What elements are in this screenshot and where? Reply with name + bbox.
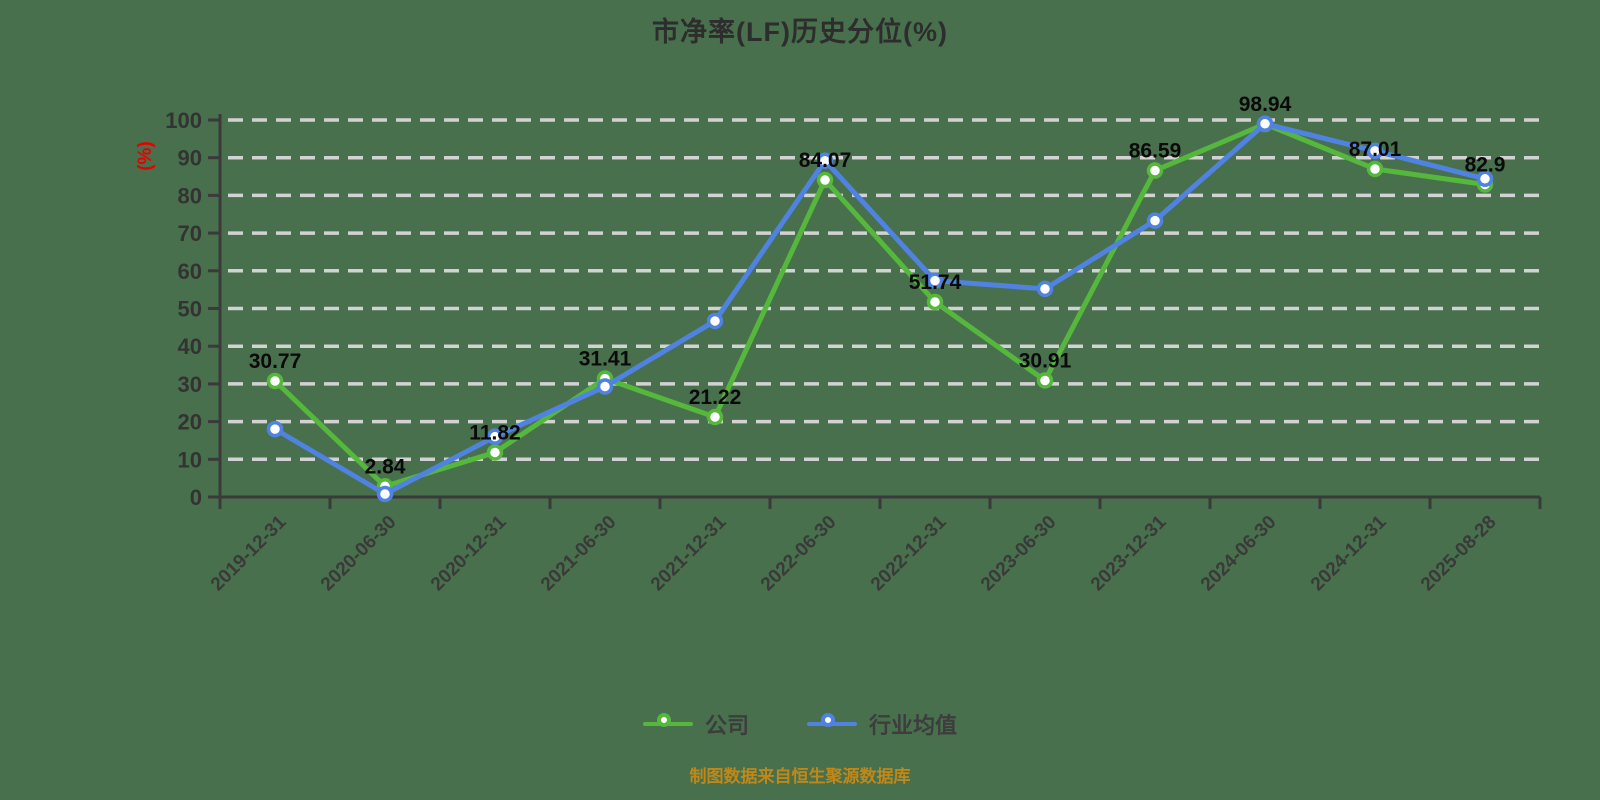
svg-text:2025-08-28: 2025-08-28 xyxy=(1417,512,1501,596)
data-source-note: 制图数据来自恒生聚源数据库 xyxy=(689,767,911,786)
svg-text:51.74: 51.74 xyxy=(909,271,962,294)
svg-text:100: 100 xyxy=(165,108,202,133)
svg-text:2023-06-30: 2023-06-30 xyxy=(977,512,1061,596)
svg-text:2021-12-31: 2021-12-31 xyxy=(647,511,731,595)
svg-text:84.07: 84.07 xyxy=(799,149,852,172)
industry-line-marker-icon xyxy=(807,711,857,737)
svg-text:2.84: 2.84 xyxy=(365,455,406,478)
company-line-marker-icon xyxy=(642,711,693,737)
chart-title: 市净率(LF)历史分位(%) xyxy=(652,17,948,47)
svg-text:87.01: 87.01 xyxy=(1349,138,1402,161)
legend: 公司 行业均值 xyxy=(0,708,1600,740)
svg-text:2024-12-31: 2024-12-31 xyxy=(1307,511,1391,595)
svg-text:70: 70 xyxy=(178,221,202,246)
svg-text:21.22: 21.22 xyxy=(689,386,742,409)
svg-text:0: 0 xyxy=(190,485,202,510)
svg-text:30.77: 30.77 xyxy=(249,350,302,373)
svg-text:10: 10 xyxy=(178,447,202,472)
svg-text:82.9: 82.9 xyxy=(1465,153,1506,176)
svg-text:2024-06-30: 2024-06-30 xyxy=(1197,512,1281,596)
svg-text:2020-06-30: 2020-06-30 xyxy=(317,512,401,596)
svg-text:2023-12-31: 2023-12-31 xyxy=(1087,511,1171,595)
svg-text:40: 40 xyxy=(178,334,202,359)
legend-item-industry-average[interactable]: 行业均值 xyxy=(807,708,957,740)
svg-text:(%): (%) xyxy=(135,141,156,171)
company-legend-ring-icon xyxy=(656,713,671,727)
svg-text:2019-12-31: 2019-12-31 xyxy=(207,511,291,595)
legend-label-company: 公司 xyxy=(704,713,749,738)
svg-text:31.41: 31.41 xyxy=(579,348,632,371)
svg-text:60: 60 xyxy=(178,259,202,284)
svg-text:98.94: 98.94 xyxy=(1239,93,1292,116)
svg-text:11.82: 11.82 xyxy=(469,421,520,444)
line-chart-plot: 0 10 20 30 40 50 60 70 80 90 100 (%) 2019-12-31 2020-… xyxy=(135,93,1542,596)
industry-legend-ring-icon xyxy=(821,713,835,727)
svg-text:30.91: 30.91 xyxy=(1019,349,1072,372)
svg-text:2022-12-31: 2022-12-31 xyxy=(867,511,951,595)
legend-item-company[interactable]: 公司 xyxy=(642,708,749,740)
svg-text:20: 20 xyxy=(178,410,202,435)
svg-text:30: 30 xyxy=(178,372,202,397)
svg-text:2022-06-30: 2022-06-30 xyxy=(757,512,841,596)
svg-text:50: 50 xyxy=(178,297,202,322)
svg-text:90: 90 xyxy=(178,146,202,171)
svg-text:2020-12-31: 2020-12-31 xyxy=(427,511,511,595)
svg-text:2021-06-30: 2021-06-30 xyxy=(537,512,621,596)
svg-text:86.59: 86.59 xyxy=(1129,140,1182,163)
legend-label-industry-average: 行业均值 xyxy=(869,713,958,738)
svg-text:80: 80 xyxy=(178,183,202,208)
